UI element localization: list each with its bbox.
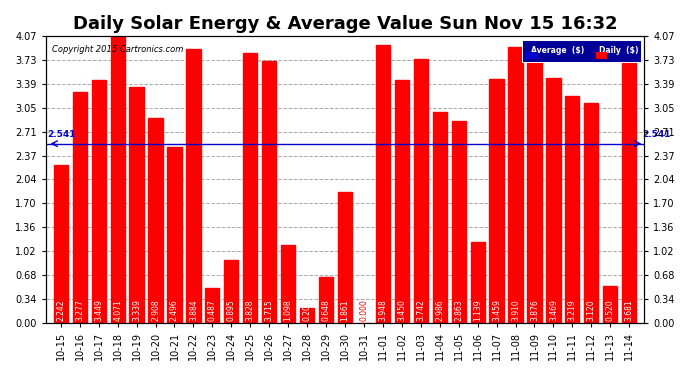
Bar [489, 79, 504, 323]
Text: 3.884: 3.884 [189, 300, 198, 321]
Bar [186, 49, 201, 323]
Text: 0.895: 0.895 [227, 300, 236, 321]
Bar [92, 80, 106, 323]
Bar [338, 192, 352, 323]
Bar [148, 118, 163, 323]
Text: 3.681: 3.681 [624, 300, 633, 321]
Bar [603, 286, 618, 323]
Bar [451, 121, 466, 323]
Bar [130, 87, 144, 323]
Text: 1.139: 1.139 [473, 300, 482, 321]
Text: 2.541: 2.541 [642, 130, 671, 140]
Text: 3.742: 3.742 [416, 300, 425, 321]
Text: 3.450: 3.450 [397, 300, 406, 321]
Bar [319, 277, 333, 323]
Bar [527, 50, 542, 323]
Text: 3.339: 3.339 [132, 300, 141, 321]
Bar [224, 260, 239, 323]
Bar [565, 96, 580, 323]
Bar [72, 92, 87, 323]
Text: 0.000: 0.000 [359, 300, 368, 321]
Text: 3.277: 3.277 [75, 300, 84, 321]
FancyBboxPatch shape [596, 52, 607, 59]
Bar [395, 80, 409, 323]
Text: 1.098: 1.098 [284, 300, 293, 321]
Bar [433, 112, 447, 323]
Bar [300, 308, 314, 323]
FancyBboxPatch shape [524, 52, 538, 59]
Text: 3.120: 3.120 [586, 300, 595, 321]
Text: 2.908: 2.908 [151, 300, 160, 321]
Title: Daily Solar Energy & Average Value Sun Nov 15 16:32: Daily Solar Energy & Average Value Sun N… [72, 15, 618, 33]
Text: 3.449: 3.449 [95, 300, 103, 321]
Text: 3.948: 3.948 [378, 300, 387, 321]
Text: 0.207: 0.207 [303, 300, 312, 321]
Bar [622, 63, 636, 323]
Bar [54, 165, 68, 323]
Text: 2.986: 2.986 [435, 300, 444, 321]
Text: 0.487: 0.487 [208, 300, 217, 321]
Text: 0.520: 0.520 [606, 300, 615, 321]
Text: 3.910: 3.910 [511, 300, 520, 321]
Text: 4.071: 4.071 [113, 300, 122, 321]
Text: Average  ($): Average ($) [531, 46, 584, 55]
Bar [584, 103, 598, 323]
Bar [546, 78, 560, 323]
Bar [281, 245, 295, 323]
Text: 3.459: 3.459 [492, 300, 501, 321]
Text: 1.861: 1.861 [340, 300, 350, 321]
Bar [243, 53, 257, 323]
FancyBboxPatch shape [522, 40, 641, 62]
Bar [471, 243, 485, 323]
Bar [509, 47, 522, 323]
Text: Copyright 2015 Cartronics.com: Copyright 2015 Cartronics.com [52, 45, 183, 54]
Text: 0.648: 0.648 [322, 300, 331, 321]
Text: 2.541: 2.541 [48, 130, 76, 140]
Bar [205, 288, 219, 323]
Text: 3.715: 3.715 [265, 300, 274, 321]
Text: 3.828: 3.828 [246, 300, 255, 321]
Bar [110, 36, 125, 323]
Bar [376, 45, 390, 323]
Text: 3.469: 3.469 [549, 300, 558, 321]
Text: Daily  ($): Daily ($) [600, 46, 639, 55]
Bar [168, 147, 181, 323]
Text: 3.219: 3.219 [568, 300, 577, 321]
Text: 2.496: 2.496 [170, 300, 179, 321]
Text: 2.863: 2.863 [454, 300, 463, 321]
Text: 2.242: 2.242 [57, 300, 66, 321]
Bar [262, 61, 276, 323]
Text: 3.876: 3.876 [530, 300, 539, 321]
Bar [414, 59, 428, 323]
